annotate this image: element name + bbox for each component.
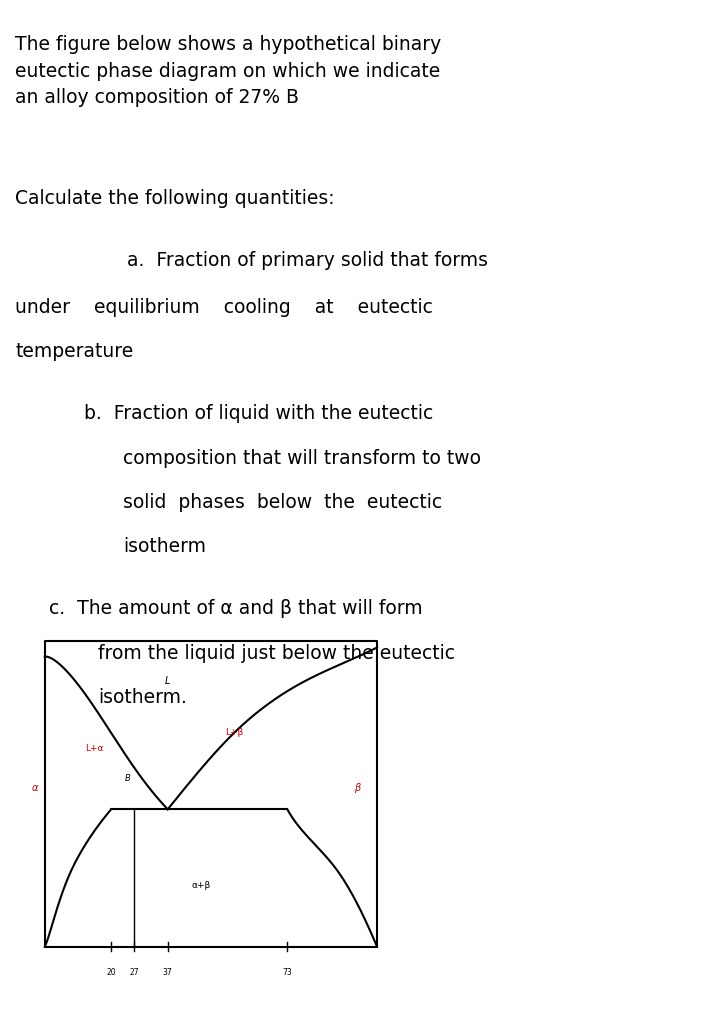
Text: 73: 73 xyxy=(283,968,292,977)
Text: c.  The amount of α and β that will form: c. The amount of α and β that will form xyxy=(49,600,423,618)
Text: solid  phases  below  the  eutectic: solid phases below the eutectic xyxy=(123,493,442,512)
Text: L+β: L+β xyxy=(225,729,243,737)
Text: isotherm.: isotherm. xyxy=(98,688,187,706)
Text: Calculate the following quantities:: Calculate the following quantities: xyxy=(15,189,335,208)
Text: composition that will transform to two: composition that will transform to two xyxy=(123,449,481,467)
Text: under    equilibrium    cooling    at    eutectic: under equilibrium cooling at eutectic xyxy=(15,298,433,318)
Text: 20: 20 xyxy=(106,968,116,977)
Text: The figure below shows a hypothetical binary
eutectic phase diagram on which we : The figure below shows a hypothetical bi… xyxy=(15,36,441,108)
Text: B: B xyxy=(125,775,131,783)
Text: temperature: temperature xyxy=(15,342,134,361)
Text: α: α xyxy=(32,783,38,793)
Text: β: β xyxy=(354,783,360,793)
Text: L+α: L+α xyxy=(85,744,104,752)
Text: b.  Fraction of liquid with the eutectic: b. Fraction of liquid with the eutectic xyxy=(84,404,434,423)
Text: a.  Fraction of primary solid that forms: a. Fraction of primary solid that forms xyxy=(127,251,488,270)
Text: from the liquid just below the eutectic: from the liquid just below the eutectic xyxy=(98,643,456,663)
Text: 27: 27 xyxy=(129,968,139,977)
Text: α+β: α+β xyxy=(191,882,211,890)
Text: isotherm: isotherm xyxy=(123,538,206,556)
Text: L: L xyxy=(165,676,170,686)
Text: 37: 37 xyxy=(163,968,172,977)
